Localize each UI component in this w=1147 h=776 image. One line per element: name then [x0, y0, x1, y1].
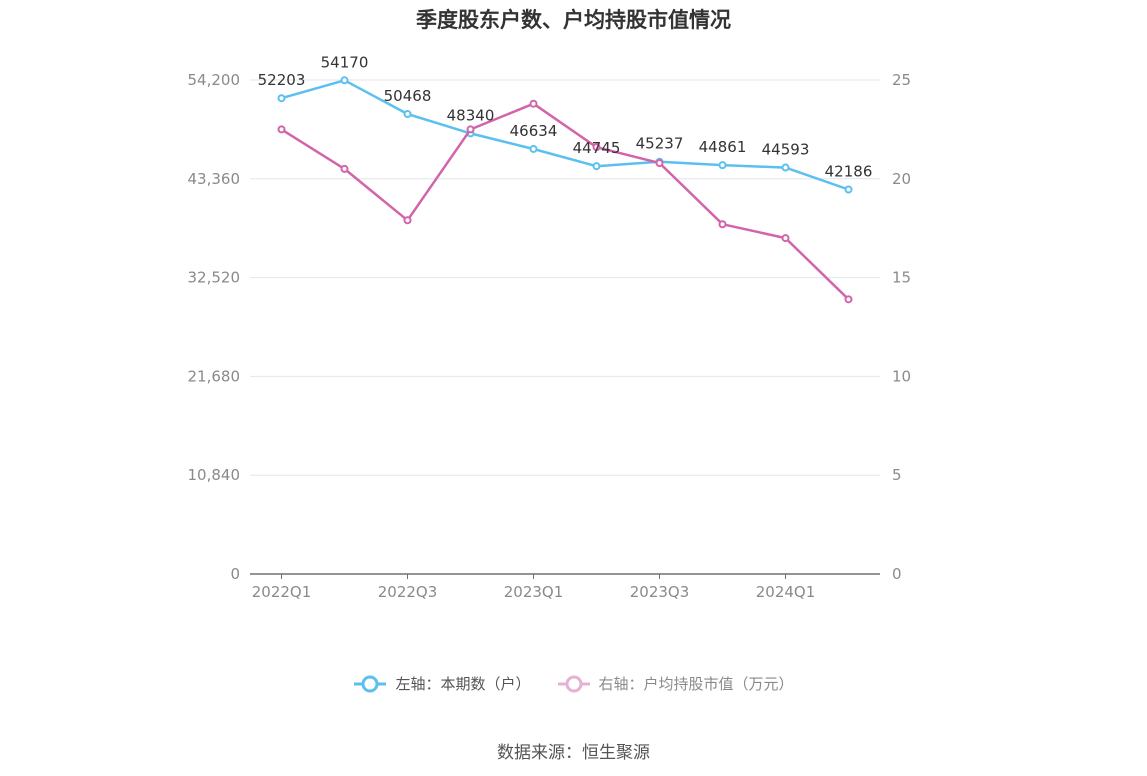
- y-right-tick-label: 20: [892, 170, 911, 188]
- x-tick-label: 2022Q1: [252, 583, 312, 601]
- legend: 左轴：本期数（户） 右轴：户均持股市值（万元）: [0, 673, 1147, 694]
- point-avg-value: [718, 220, 727, 229]
- y-right-tick-label: 25: [892, 71, 911, 89]
- data-label-holders: 44745: [573, 139, 621, 157]
- point-holders: [277, 94, 286, 103]
- y-left-tick-label: 43,360: [188, 170, 241, 188]
- data-label-holders: 44593: [762, 141, 810, 159]
- data-label-holders: 46634: [510, 122, 558, 140]
- series-line-avg-value: [280, 102, 850, 301]
- y-left-tick-label: 32,520: [188, 269, 241, 287]
- point-avg-value: [844, 295, 853, 304]
- legend-item-holders[interactable]: 左轴：本期数（户）: [353, 673, 531, 694]
- series-lines: [277, 76, 853, 304]
- data-label-holders: 44861: [699, 138, 747, 156]
- legend-label-holders: 左轴：本期数（户）: [395, 675, 531, 693]
- legend-item-avg-value[interactable]: 右轴：户均持股市值（万元）: [557, 673, 794, 694]
- axes: 010,84021,68032,52043,36054,200051015202…: [188, 71, 912, 601]
- point-holders: [781, 163, 790, 172]
- y-right-tick-label: 5: [892, 466, 902, 484]
- y-left-tick-label: 0: [230, 565, 240, 583]
- data-label-holders: 45237: [636, 135, 684, 153]
- x-tick-label: 2024Q1: [756, 583, 816, 601]
- point-avg-value: [529, 99, 538, 108]
- x-tick-label: 2023Q1: [504, 583, 564, 601]
- point-avg-value: [466, 125, 475, 134]
- x-tick-label: 2022Q3: [378, 583, 438, 601]
- y-left-tick-label: 54,200: [188, 71, 241, 89]
- y-left-tick-label: 10,840: [188, 466, 241, 484]
- data-label-holders: 54170: [321, 53, 369, 71]
- legend-label-avg-value: 右轴：户均持股市值（万元）: [598, 675, 794, 693]
- series-line-holders: [281, 79, 849, 191]
- point-holders: [529, 144, 538, 153]
- data-labels: 52203 54170 50468 48340 46634 44745 45237 44861…: [258, 53, 873, 180]
- data-label-holders: 42186: [825, 163, 873, 181]
- point-holders: [403, 110, 412, 119]
- point-holders: [340, 76, 349, 85]
- point-avg-value: [403, 216, 412, 225]
- point-holders: [844, 185, 853, 194]
- point-avg-value: [277, 125, 286, 134]
- legend-swatch-holders: [354, 675, 387, 692]
- point-holders: [592, 162, 601, 171]
- x-tick-label: 2023Q3: [630, 583, 690, 601]
- legend-swatch-avg-value: [557, 675, 590, 692]
- data-label-holders: 50468: [384, 87, 432, 105]
- point-avg-value: [781, 234, 790, 243]
- y-left-tick-label: 21,680: [188, 367, 241, 385]
- y-right-tick-label: 10: [892, 367, 911, 385]
- data-source: 数据来源：恒生聚源: [497, 743, 650, 763]
- data-label-holders: 52203: [258, 71, 306, 89]
- y-right-tick-label: 15: [892, 269, 911, 287]
- y-right-tick-label: 0: [892, 565, 902, 583]
- point-avg-value: [340, 164, 349, 173]
- chart-title: 季度股东户数、户均持股市值情况: [416, 8, 731, 32]
- data-label-holders: 48340: [447, 106, 495, 124]
- point-avg-value: [592, 143, 601, 152]
- point-holders: [718, 161, 727, 170]
- grid-lines: [250, 79, 880, 476]
- point-avg-value: [655, 158, 664, 167]
- line-chart: 010,84021,68032,52043,36054,200051015202…: [188, 53, 912, 601]
